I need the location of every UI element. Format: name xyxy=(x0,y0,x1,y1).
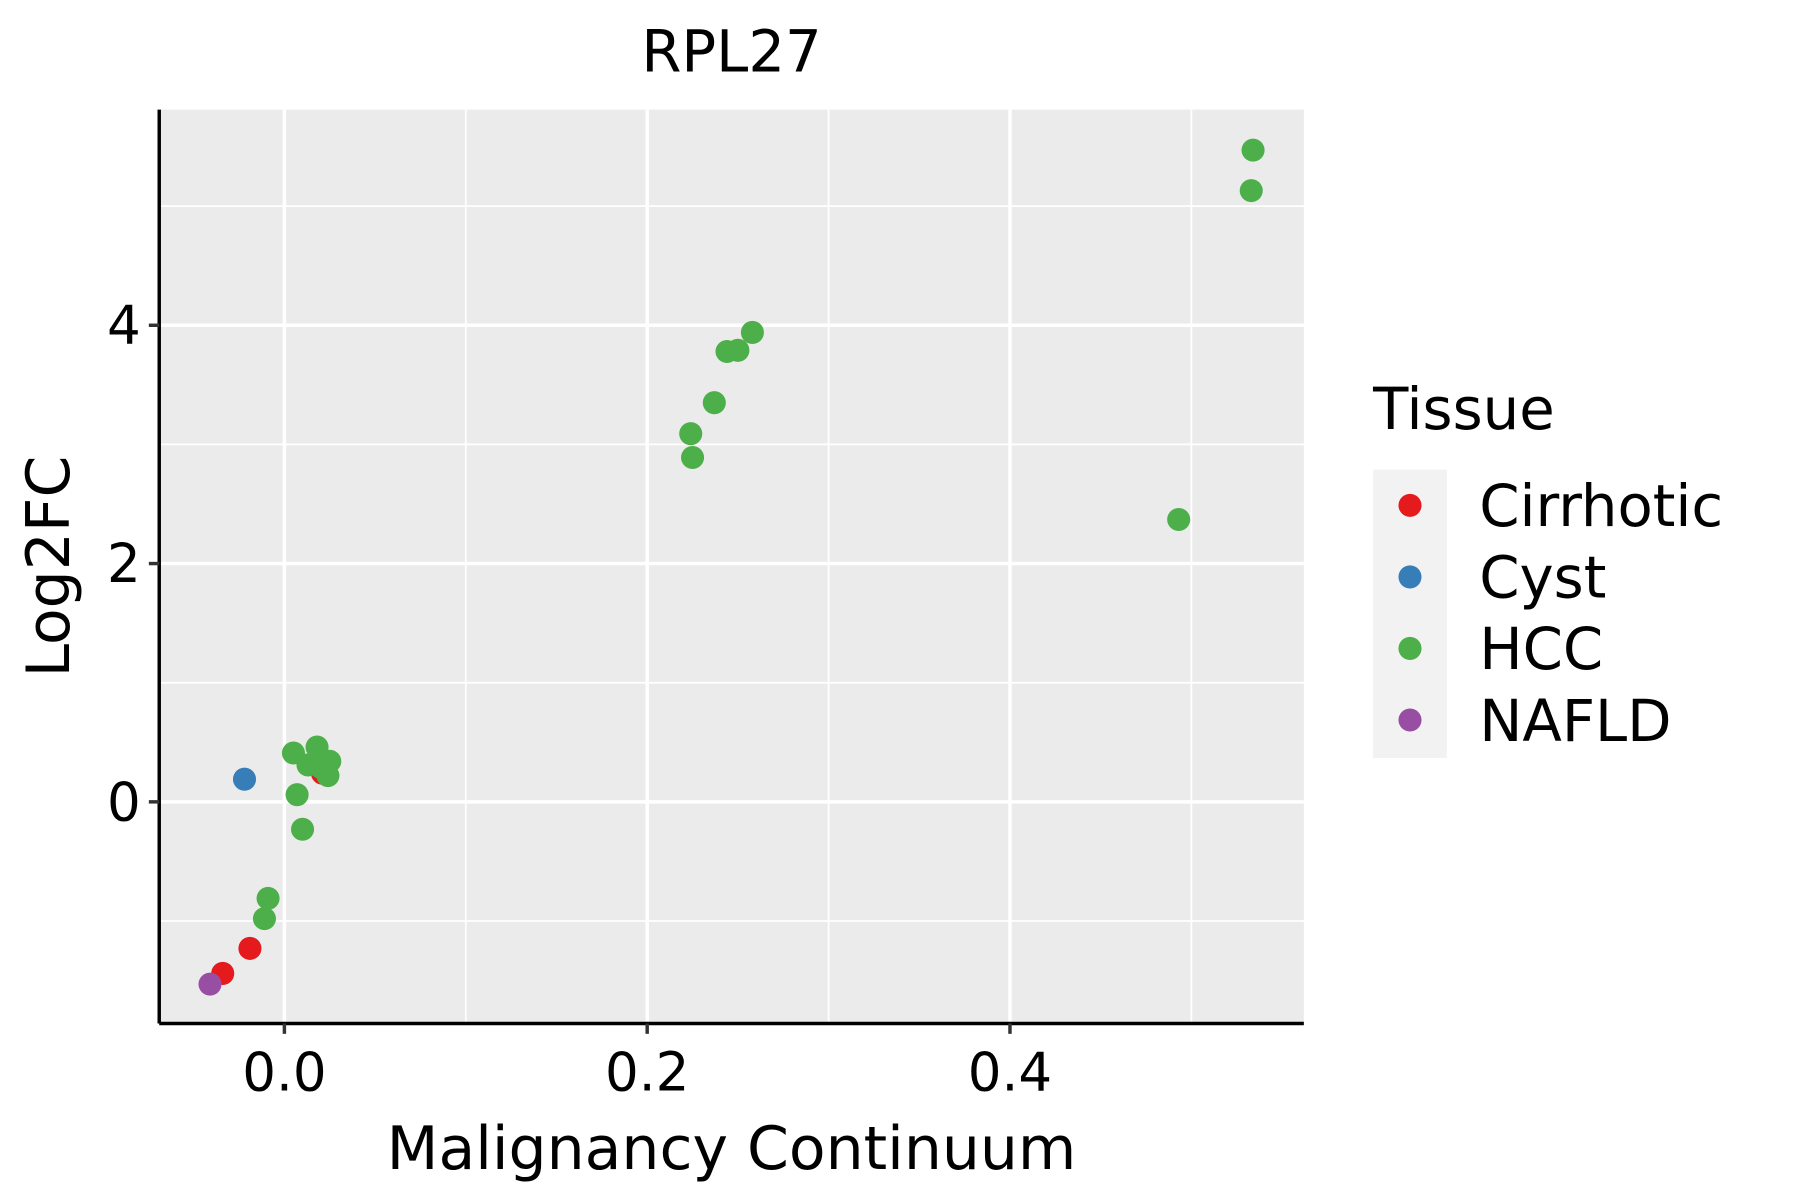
y-tick-label: 0 xyxy=(107,771,141,833)
point-hcc xyxy=(702,391,726,415)
legend-key-cirrhotic xyxy=(1398,493,1422,517)
point-hcc xyxy=(1241,138,1265,162)
y-axis-label: Log2FC xyxy=(14,456,84,678)
legend-title: Tissue xyxy=(1372,375,1555,443)
point-hcc xyxy=(715,339,739,364)
axis-ticks: 0.0 0.2 0.4 0 2 4 xyxy=(107,295,1052,1104)
point-hcc xyxy=(285,783,309,807)
x-axis-label: Malignancy Continuum xyxy=(387,1114,1077,1184)
legend-label-hcc: HCC xyxy=(1479,615,1603,683)
legend-label-nafld: NAFLD xyxy=(1479,687,1671,755)
grid-lines xyxy=(159,109,1304,1024)
legend-label-cirrhotic: Cirrhotic xyxy=(1479,472,1723,540)
point-cyst xyxy=(232,767,257,791)
point-hcc xyxy=(290,817,315,841)
chart-title: RPL27 xyxy=(641,18,821,86)
point-hcc xyxy=(1239,179,1263,203)
x-tick-label: 0.0 xyxy=(242,1041,326,1103)
y-tick-label: 2 xyxy=(107,533,141,595)
x-tick-label: 0.4 xyxy=(968,1041,1052,1103)
plot-panel xyxy=(159,109,1304,1024)
legend-key-hcc xyxy=(1398,636,1422,660)
point-hcc xyxy=(680,445,705,470)
data-points xyxy=(198,138,1265,996)
point-hcc xyxy=(679,422,703,446)
legend-key-cyst xyxy=(1398,565,1422,589)
x-tick-label: 0.2 xyxy=(605,1041,689,1103)
point-hcc xyxy=(309,755,333,779)
legend-label-cyst: Cyst xyxy=(1479,544,1606,612)
point-hcc xyxy=(1167,507,1191,532)
point-hcc xyxy=(256,886,280,910)
point-nafld xyxy=(198,972,222,996)
legend-key-nafld xyxy=(1398,708,1422,732)
point-hcc xyxy=(252,907,276,931)
point-cirrhotic xyxy=(238,936,262,960)
point-hcc xyxy=(740,320,764,344)
y-tick-label: 4 xyxy=(107,295,141,357)
